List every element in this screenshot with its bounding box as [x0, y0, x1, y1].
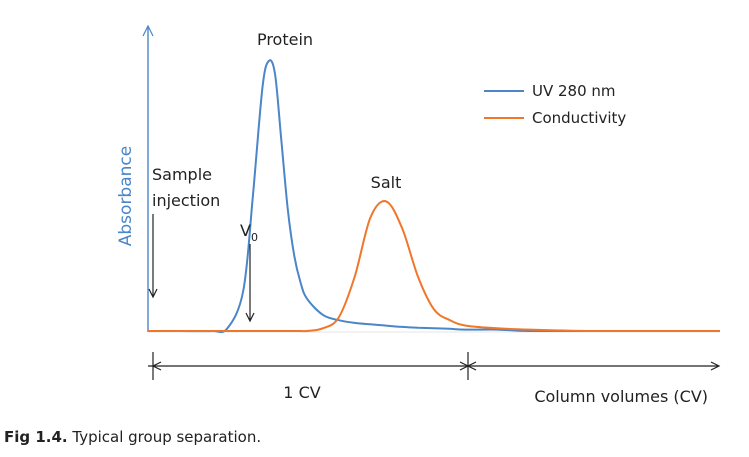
series-line-uv	[148, 59, 720, 334]
sample-injection-label-line1: Sample	[152, 165, 212, 184]
void-volume-label: V0	[240, 221, 258, 244]
caption-text: Typical group separation.	[67, 428, 262, 446]
salt-peak-label: Salt	[371, 173, 402, 192]
caption-figure-number: Fig 1.4.	[4, 428, 68, 446]
protein-peak-label: Protein	[257, 30, 313, 49]
series-layer	[148, 59, 720, 334]
legend-label-conductivity: Conductivity	[532, 109, 626, 127]
void-volume-sub: 0	[251, 231, 258, 244]
sample-injection-arrowhead	[148, 288, 158, 299]
x-axis-arrow	[710, 361, 721, 371]
axis-continue-arrowhead	[466, 361, 477, 371]
cv-scale-label: 1 CV	[283, 383, 320, 402]
cv-left-arrowhead	[151, 361, 162, 371]
sample-injection-label-line2: injection	[152, 191, 220, 210]
x-axis-label: Column volumes (CV)	[534, 387, 708, 406]
y-axis-arrow	[142, 24, 154, 37]
series-line-conductivity	[148, 200, 720, 333]
legend-label-uv: UV 280 nm	[532, 82, 616, 100]
void-volume-arrowhead	[245, 312, 255, 323]
y-axis-label: Absorbance	[116, 146, 136, 246]
figure-caption: Fig 1.4. Typical group separation.	[4, 428, 261, 446]
legend: UV 280 nm Conductivity	[484, 82, 626, 127]
void-volume-main: V	[240, 221, 251, 240]
